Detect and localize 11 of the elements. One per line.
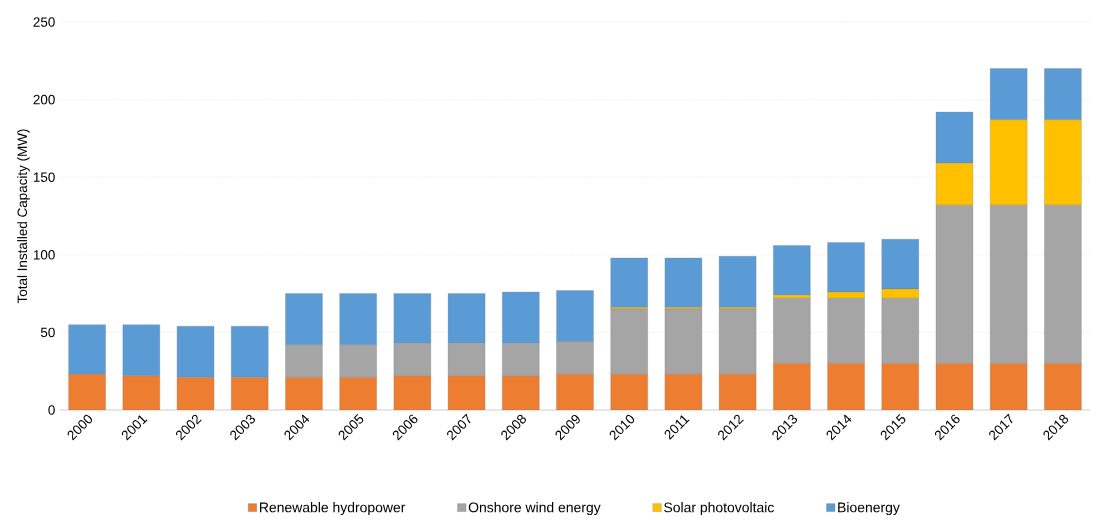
y-tick-label: 250 — [33, 17, 55, 27]
legend-label: Solar photovoltaic — [664, 502, 774, 516]
y-tick-label: 50 — [40, 327, 55, 338]
y-tick-label: 0 — [48, 405, 55, 415]
y-tick-label: 200 — [33, 94, 55, 105]
y-tick-label: 150 — [33, 172, 55, 182]
y-tick-label: 100 — [33, 250, 55, 260]
legend-label: Renewable hydropower — [260, 502, 406, 516]
legend-label: Bioenergy — [838, 502, 900, 516]
y-axis-title: Total Installed Capacity (MW) — [17, 129, 30, 304]
legend-label: Onshore wind energy — [468, 502, 601, 516]
